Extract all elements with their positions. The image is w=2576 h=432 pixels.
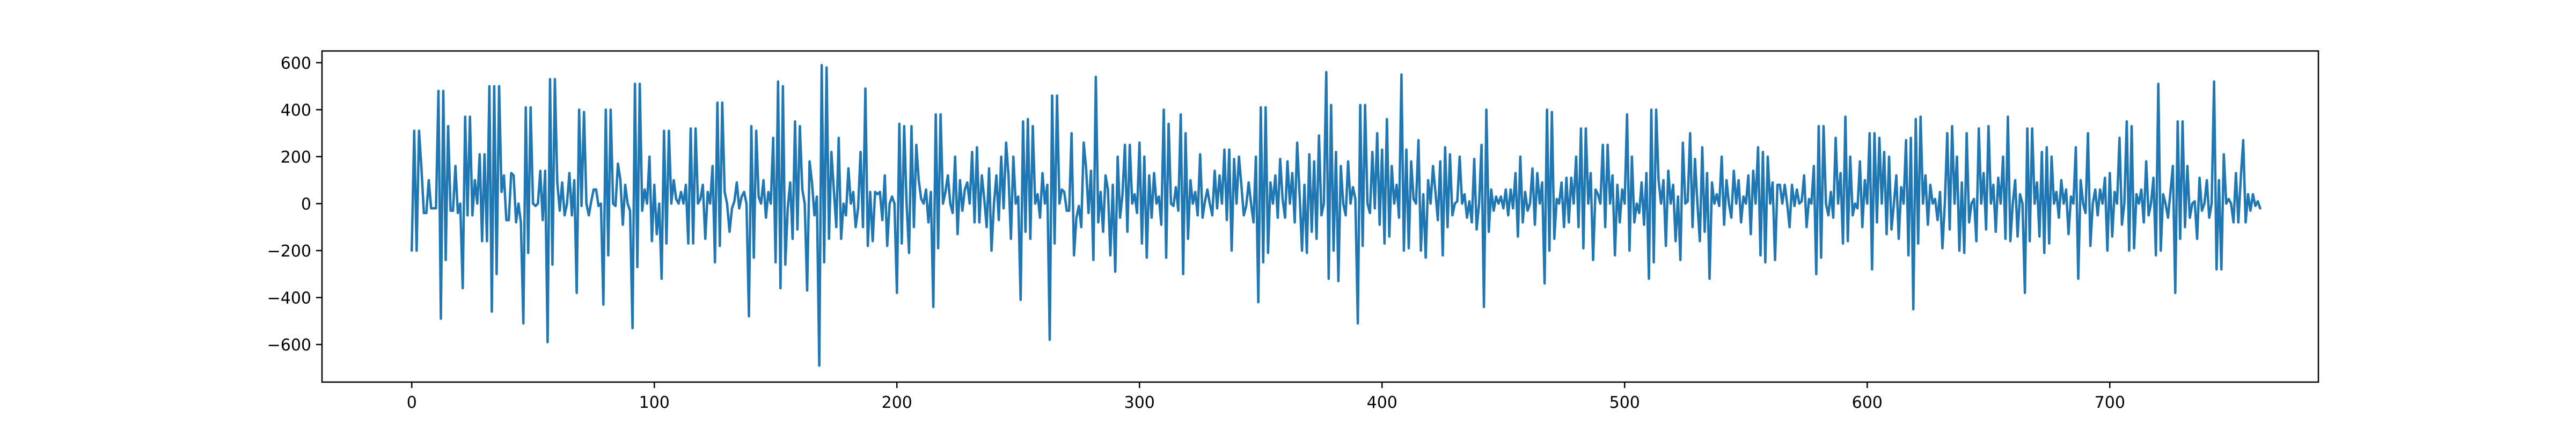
axes-frame <box>321 50 2319 383</box>
x-tick-label: 400 <box>1367 393 1397 412</box>
x-tick-label: 0 <box>407 393 417 412</box>
x-tick-label: 100 <box>639 393 670 412</box>
y-tick-label: 400 <box>281 101 311 120</box>
y-tick-label: 200 <box>281 148 311 167</box>
x-tick-label: 700 <box>2095 393 2125 412</box>
y-tick-label: −600 <box>267 336 311 355</box>
y-tick-label: 600 <box>281 54 311 73</box>
x-tick-label: 600 <box>1852 393 1883 412</box>
x-tick-label: 200 <box>882 393 912 412</box>
x-tick-label: 300 <box>1124 393 1155 412</box>
y-axis: −600 −400 −200 0 200 400 600 <box>267 54 322 355</box>
plot-area <box>410 64 2262 367</box>
y-tick-label: −400 <box>267 289 311 307</box>
y-tick-label: −200 <box>267 242 311 261</box>
series-line <box>410 64 2262 367</box>
y-tick-label: 0 <box>301 195 311 214</box>
x-axis: 0 100 200 300 400 500 600 700 <box>407 382 2125 412</box>
x-tick-label: 500 <box>1609 393 1640 412</box>
